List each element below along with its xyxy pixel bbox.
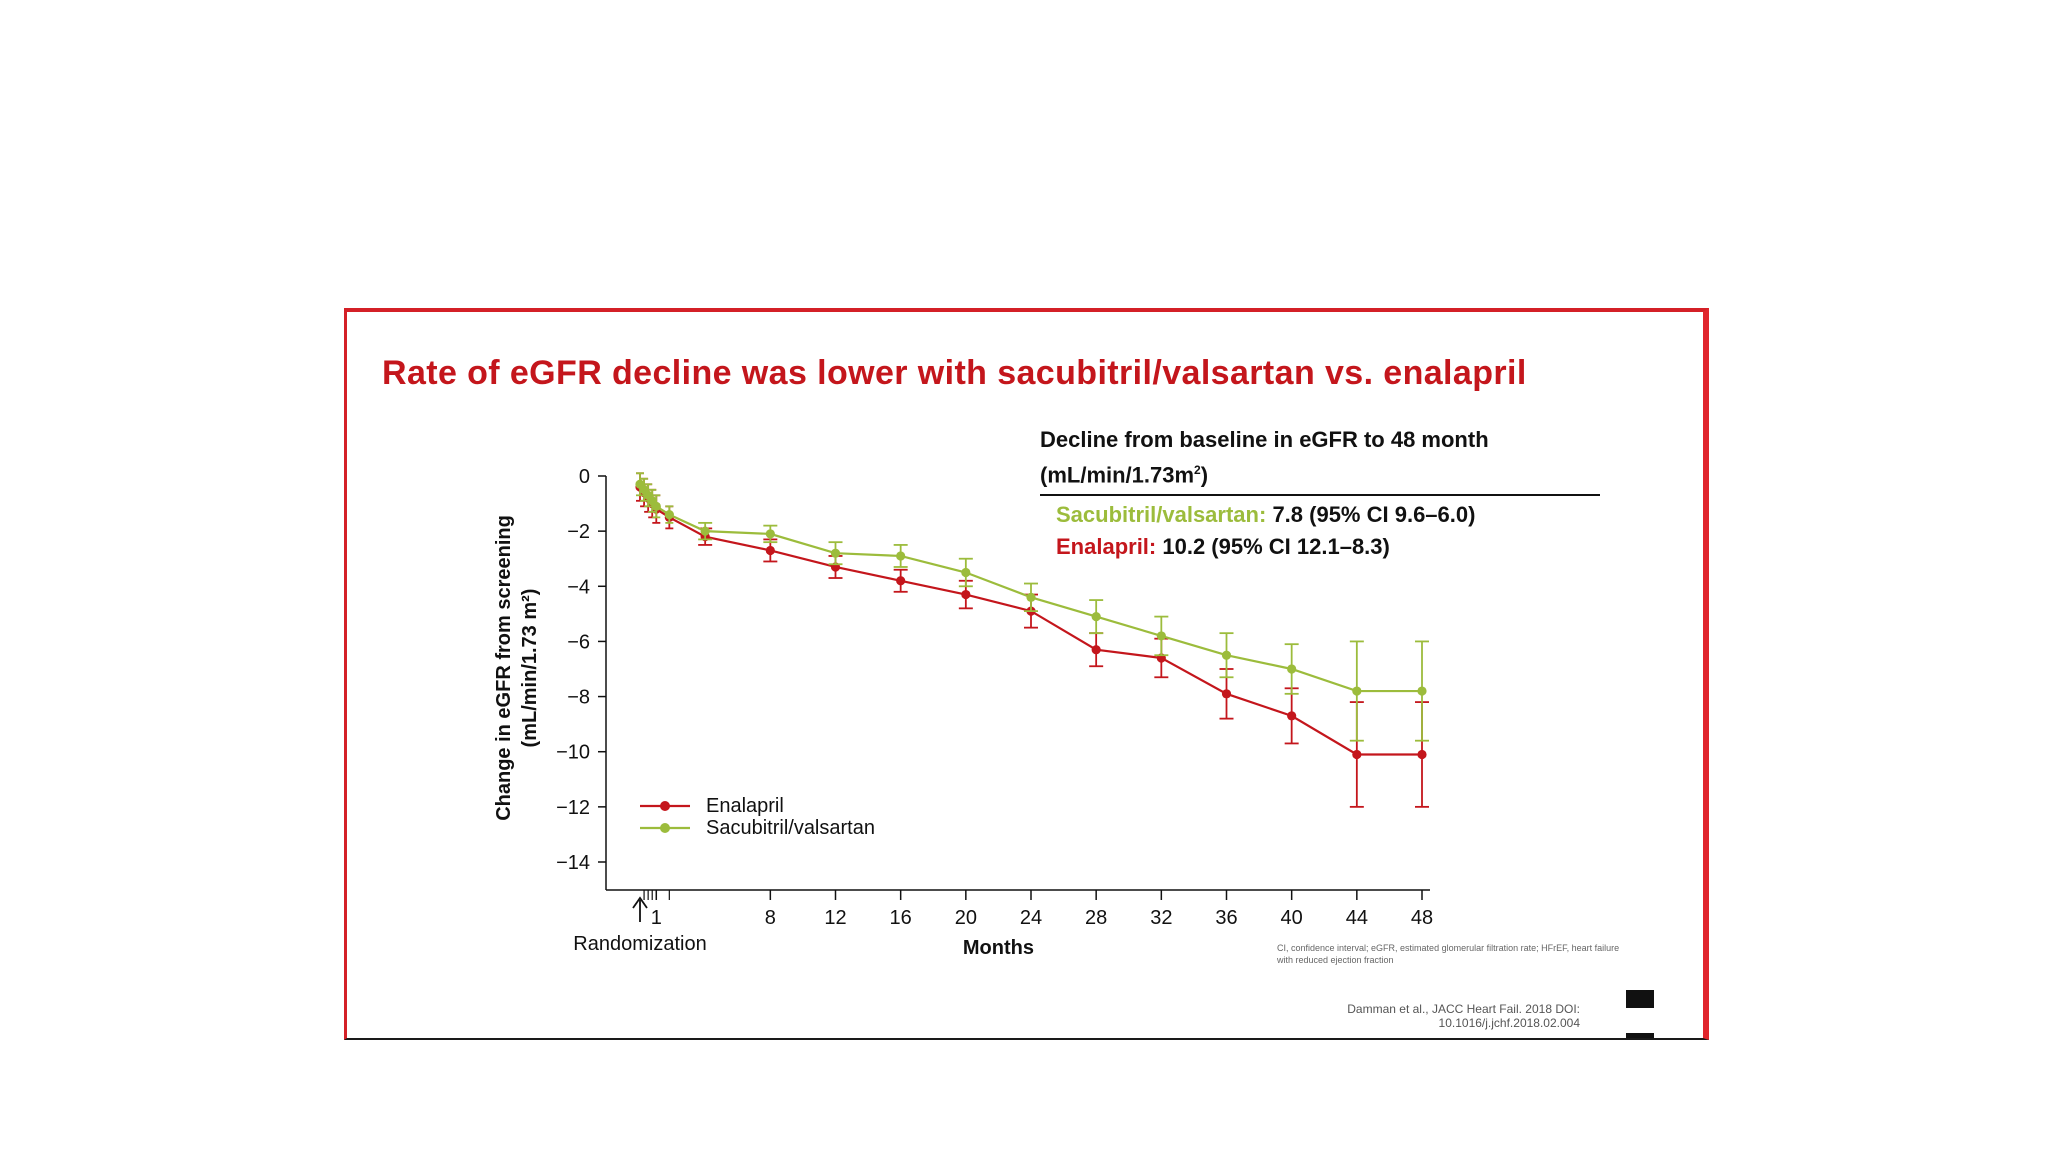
x-axis-label: Months	[963, 937, 1034, 959]
slide-title: Rate of eGFR decline was lower with sacu…	[382, 354, 1527, 392]
summary-row-sacubitril: Sacubitril/valsartan: 7.8 (95% CI 9.6–6.…	[1056, 502, 1600, 528]
x-tick-label: 36	[1215, 907, 1237, 929]
y-axis-label-line1: Change in eGFR from screening	[493, 515, 515, 821]
x-tick-label: 16	[890, 907, 912, 929]
summary-label-sacubitril: Sacubitril/valsartan:	[1056, 502, 1267, 528]
summary-unit-suffix: )	[1200, 462, 1209, 488]
y-tick-label: −4	[567, 576, 590, 598]
axes-layer: 0 −2 −4 −6 −8 −10 −12 −14 1 8 12 16 20 24 28 32 36 40 44 48	[556, 466, 1433, 929]
x-tick-label: 24	[1020, 907, 1042, 929]
citation-line1: Damman et al., JACC Heart Fail. 2018 DOI…	[1347, 1002, 1580, 1016]
data-point	[1156, 631, 1166, 641]
y-axis-label-line2: (mL/min/1.73 m²)	[519, 589, 541, 748]
corner-mark	[1626, 990, 1654, 1038]
data-point	[1091, 612, 1101, 622]
data-point	[961, 567, 971, 578]
y-tick-label: 0	[579, 466, 590, 488]
summary-heading: Decline from baseline in eGFR to 48 mont…	[1040, 424, 1600, 497]
series-sacubitril-valsartan	[635, 472, 1429, 742]
y-tick-label: −10	[556, 742, 590, 764]
summary-value-enalapril: 10.2 (95% CI 12.1–8.3)	[1162, 534, 1390, 560]
data-point	[1352, 749, 1362, 760]
data-point	[1221, 689, 1232, 699]
corner-mark-bottom	[1626, 1033, 1654, 1038]
summary-unit-prefix: (mL/min/1.73m	[1040, 462, 1195, 488]
data-point	[1352, 686, 1362, 696]
data-point	[651, 501, 661, 511]
y-axis-label-group: Change in eGFR from screening (mL/min/1.…	[493, 515, 541, 821]
series-layer	[635, 472, 1429, 808]
citation-line2: 10.1016/j.jchf.2018.02.004	[1438, 1016, 1580, 1030]
data-point	[700, 526, 710, 536]
slide-frame	[344, 308, 1709, 1040]
y-tick-label: −14	[556, 852, 590, 874]
data-point	[896, 551, 906, 561]
x-tick-label: 20	[955, 907, 977, 929]
data-point	[1287, 664, 1297, 674]
randomization-arrow-head	[632, 896, 648, 909]
y-tick-label: −12	[556, 797, 590, 819]
legend-marker	[660, 823, 670, 833]
data-point	[1091, 645, 1101, 655]
summary-unit-sup: 2	[1194, 463, 1201, 477]
randomization-label: Randomization	[573, 933, 706, 955]
data-point	[830, 548, 841, 558]
footnote: CI, confidence interval; eGFR, estimated…	[1277, 943, 1620, 965]
y-tick-label: −6	[567, 631, 590, 653]
y-tick-label: −2	[567, 521, 590, 543]
summary-heading-unit: (mL/min/1.73m2)	[1040, 455, 1600, 490]
data-point	[765, 529, 775, 539]
data-point	[664, 509, 674, 520]
data-point	[896, 576, 906, 586]
summary-value-sacubitril: 7.8 (95% CI 9.6–6.0)	[1272, 502, 1476, 528]
x-tick-label: 44	[1346, 907, 1368, 929]
summary-label-enalapril: Enalapril:	[1056, 534, 1157, 560]
data-point	[961, 589, 971, 600]
legend-marker	[660, 801, 670, 811]
x-tick-label: 1	[651, 907, 662, 929]
summary-heading-line1: Decline from baseline in eGFR to 48 mont…	[1040, 427, 1489, 452]
summary-row-enalapril: Enalapril: 10.2 (95% CI 12.1–8.3)	[1056, 534, 1600, 560]
legend-label: Sacubitril/valsartan	[706, 817, 875, 839]
legend-label: Enalapril	[706, 795, 784, 817]
x-tick-label: 40	[1281, 907, 1303, 929]
summary-box: Decline from baseline in eGFR to 48 mont…	[1040, 424, 1600, 560]
data-point	[765, 545, 775, 556]
data-point	[1026, 592, 1036, 602]
data-point	[1287, 711, 1297, 721]
x-tick-label: 28	[1085, 907, 1107, 929]
x-tick-label: 32	[1150, 907, 1172, 929]
data-point	[1221, 650, 1232, 660]
x-tick-label: 48	[1411, 907, 1433, 929]
data-point	[1417, 686, 1427, 696]
x-tick-label: 12	[824, 907, 846, 929]
y-tick-label: −8	[567, 687, 590, 709]
x-tick-label: 8	[765, 907, 776, 929]
corner-mark-top	[1626, 990, 1654, 1008]
citation: Damman et al., JACC Heart Fail. 2018 DOI…	[1300, 1002, 1580, 1030]
data-point	[1417, 749, 1427, 760]
